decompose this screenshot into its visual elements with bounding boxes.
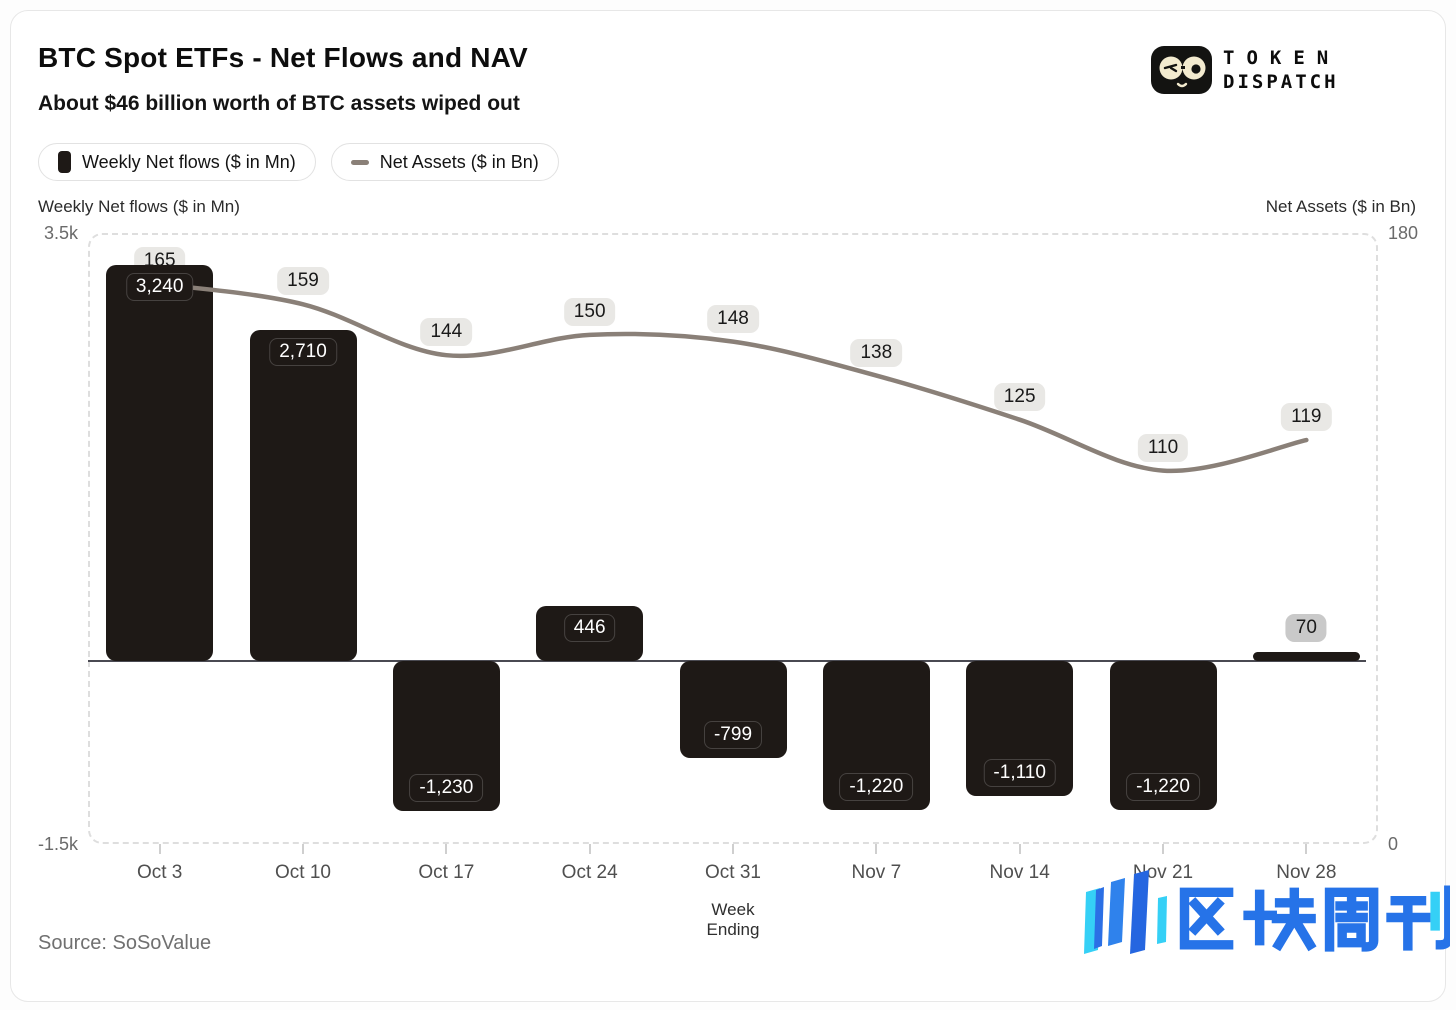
- bar-swatch-icon: [58, 151, 71, 173]
- legend: Weekly Net flows ($ in Mn) Net Assets ($…: [38, 143, 559, 181]
- brand-line2: DISPATCH: [1223, 70, 1339, 93]
- legend-item-net-flows[interactable]: Weekly Net flows ($ in Mn): [38, 143, 316, 181]
- right-axis-max-tick: 180: [1388, 223, 1419, 243]
- page-subtitle: About $46 billion worth of BTC assets wi…: [38, 92, 520, 115]
- legend-item-net-assets[interactable]: Net Assets ($ in Bn): [330, 143, 559, 181]
- watermark-logo: [1078, 866, 1454, 979]
- x-axis-title: Week Ending: [706, 900, 760, 939]
- left-axis-title: Weekly Net flows ($ in Mn): [38, 197, 240, 216]
- token-dispatch-logo: TOKEN DISPATCH: [1151, 46, 1340, 94]
- source-note: Source: SoSoValue: [38, 932, 212, 954]
- token-dispatch-mascot-icon: [1151, 46, 1212, 94]
- legend-label: Weekly Net flows ($ in Mn): [82, 151, 296, 172]
- right-axis-min-tick: 0: [1388, 834, 1399, 854]
- page-title: BTC Spot ETFs - Net Flows and NAV: [38, 42, 528, 73]
- legend-label: Net Assets ($ in Bn): [379, 151, 539, 172]
- zero-baseline: [88, 660, 1366, 662]
- line-swatch-icon: [350, 159, 369, 165]
- left-axis-min-tick: -1.5k: [37, 834, 78, 854]
- watermark-graphic: [1084, 870, 1454, 954]
- right-axis-title: Net Assets ($ in Bn): [1265, 197, 1416, 216]
- plot-area-border: [88, 233, 1378, 844]
- brand-line1: TOKEN: [1223, 46, 1341, 69]
- brand-wordmark: TOKEN DISPATCH: [1223, 46, 1341, 93]
- left-axis-max-tick: 3.5k: [43, 223, 78, 243]
- watermark-mark-icon: [1084, 870, 1149, 954]
